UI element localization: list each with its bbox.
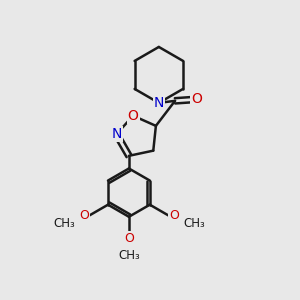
Text: N: N xyxy=(154,96,164,110)
Text: O: O xyxy=(124,232,134,245)
Text: CH₃: CH₃ xyxy=(53,217,75,230)
Text: O: O xyxy=(169,209,179,222)
Text: O: O xyxy=(128,109,139,123)
Text: N: N xyxy=(111,127,122,141)
Text: O: O xyxy=(79,209,89,222)
Text: O: O xyxy=(191,92,202,106)
Text: CH₃: CH₃ xyxy=(183,217,205,230)
Text: CH₃: CH₃ xyxy=(118,249,140,262)
